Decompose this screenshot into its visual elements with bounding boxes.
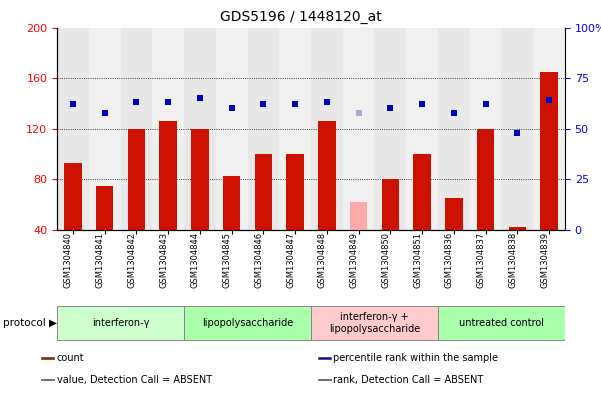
Bar: [438, 307, 565, 340]
Text: GSM1304836: GSM1304836: [445, 232, 454, 288]
Text: GSM1304840: GSM1304840: [64, 232, 73, 288]
Bar: [508, 228, 526, 230]
Text: untreated control: untreated control: [459, 318, 544, 328]
Bar: [89, 28, 121, 230]
Bar: [184, 28, 216, 230]
Text: interferon-γ: interferon-γ: [92, 318, 149, 328]
Bar: [533, 28, 565, 230]
Text: interferon-γ +
lipopolysaccharide: interferon-γ + lipopolysaccharide: [329, 312, 420, 334]
Text: GSM1304844: GSM1304844: [191, 232, 200, 288]
Text: value, Detection Call = ABSENT: value, Detection Call = ABSENT: [56, 375, 212, 385]
Bar: [311, 28, 343, 230]
Bar: [477, 129, 494, 230]
Bar: [540, 72, 558, 230]
Bar: [223, 176, 240, 230]
Bar: [255, 154, 272, 230]
Bar: [41, 379, 54, 380]
Text: GSM1304837: GSM1304837: [477, 232, 486, 288]
Text: lipopolysaccharide: lipopolysaccharide: [202, 318, 293, 328]
Bar: [191, 129, 209, 230]
Bar: [121, 28, 152, 230]
Bar: [57, 28, 89, 230]
Text: GSM1304846: GSM1304846: [254, 232, 263, 288]
Bar: [317, 379, 331, 380]
Text: GSM1304843: GSM1304843: [159, 232, 168, 288]
Text: GSM1304838: GSM1304838: [508, 232, 517, 288]
Bar: [406, 28, 438, 230]
Bar: [279, 28, 311, 230]
Bar: [382, 179, 399, 230]
Text: count: count: [56, 353, 84, 363]
Text: GSM1304847: GSM1304847: [286, 232, 295, 288]
Text: GSM1304841: GSM1304841: [96, 232, 105, 288]
Bar: [152, 28, 184, 230]
Text: GSM1304839: GSM1304839: [540, 232, 549, 288]
Bar: [501, 28, 533, 230]
Text: GSM1304848: GSM1304848: [318, 232, 327, 288]
Bar: [248, 28, 279, 230]
Bar: [41, 357, 54, 359]
Bar: [438, 28, 470, 230]
Bar: [318, 121, 335, 230]
Bar: [64, 163, 82, 230]
Bar: [311, 307, 438, 340]
Bar: [128, 129, 145, 230]
Text: GDS5196 / 1448120_at: GDS5196 / 1448120_at: [219, 10, 382, 24]
Bar: [184, 307, 311, 340]
Bar: [317, 357, 331, 359]
Bar: [374, 28, 406, 230]
Bar: [470, 28, 501, 230]
Text: GSM1304850: GSM1304850: [382, 232, 391, 288]
Bar: [350, 202, 367, 230]
Bar: [159, 121, 177, 230]
Text: GSM1304845: GSM1304845: [222, 232, 231, 288]
Bar: [343, 28, 374, 230]
Text: percentile rank within the sample: percentile rank within the sample: [333, 353, 498, 363]
Bar: [216, 28, 248, 230]
Text: protocol ▶: protocol ▶: [3, 318, 57, 328]
Text: GSM1304849: GSM1304849: [350, 232, 359, 288]
Bar: [96, 185, 114, 230]
Bar: [57, 307, 184, 340]
Bar: [413, 154, 431, 230]
Bar: [445, 198, 463, 230]
Text: GSM1304842: GSM1304842: [127, 232, 136, 288]
Text: GSM1304851: GSM1304851: [413, 232, 422, 288]
Bar: [287, 154, 304, 230]
Text: rank, Detection Call = ABSENT: rank, Detection Call = ABSENT: [333, 375, 483, 385]
